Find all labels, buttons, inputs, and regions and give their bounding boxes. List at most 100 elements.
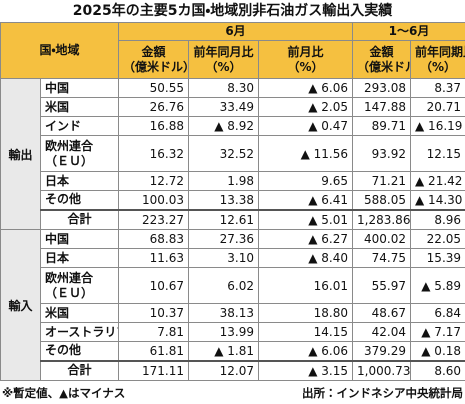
value: 293.08 (364, 81, 406, 95)
region-name: 日本 (45, 251, 69, 265)
value-cell: 293.08 (353, 79, 411, 98)
value-cell: ▲ 2.05 (259, 98, 353, 117)
value: 26.76 (150, 100, 184, 114)
value-cell: ▲ 1.81 (189, 342, 259, 361)
region-cell: 合計 (41, 361, 119, 381)
region-cell: 合計 (41, 210, 119, 230)
value: ▲ 6.41 (308, 193, 348, 207)
column-header: 前年同期比 (415, 45, 465, 59)
value: 3.10 (227, 251, 254, 265)
header-cell: 6月 (119, 23, 353, 41)
value: 9.65 (321, 174, 348, 188)
value-cell: ▲ 16.19 (411, 117, 465, 136)
value-cell: 147.88 (353, 98, 411, 117)
header-cell: 金額（億米ドル） (119, 41, 189, 79)
value-cell: 12.61 (189, 210, 259, 230)
value: 12.72 (150, 174, 184, 188)
value: ▲ 6.06 (308, 81, 348, 95)
total-label: 合計 (67, 363, 91, 377)
value: 13.38 (220, 193, 254, 207)
value-cell: 13.99 (189, 323, 259, 342)
value-cell: 8.96 (411, 210, 465, 230)
value-cell: 16.88 (119, 117, 189, 136)
value: 100.03 (142, 193, 184, 207)
header-label: 6月 (225, 24, 245, 38)
data-table: 国・地域6月1〜6月金額（億米ドル）前年同月比（%）前月比（%）金額（億米ドル）… (0, 22, 465, 381)
value-cell: 400.02 (353, 230, 411, 249)
region-cell: 中国 (41, 230, 119, 249)
value-cell: 48.67 (353, 304, 411, 323)
header-cell: 前年同月比（%） (189, 41, 259, 79)
value: 55.97 (372, 279, 406, 293)
total-value: 8.60 (434, 364, 461, 378)
region-cell: 日本 (41, 249, 119, 268)
column-header: （億米ドル） (357, 60, 411, 74)
value: ▲ 11.56 (301, 147, 348, 161)
value: ▲ 2.05 (308, 100, 348, 114)
value-cell: 171.11 (119, 361, 189, 381)
region-name: 米国 (45, 100, 69, 114)
value: 1.98 (227, 174, 254, 188)
value-cell: 18.80 (259, 304, 353, 323)
region-name: 欧州連合 (45, 139, 93, 153)
value-cell: 1,283.86 (353, 210, 411, 230)
value: 74.75 (372, 251, 406, 265)
value-cell: 12.15 (411, 136, 465, 172)
column-header: （億米ドル） (123, 60, 189, 74)
value-cell: 12.07 (189, 361, 259, 381)
value-cell: 10.67 (119, 268, 189, 304)
value-cell: 12.72 (119, 172, 189, 191)
value: ▲ 8.40 (308, 251, 348, 265)
value-cell: 15.39 (411, 249, 465, 268)
value-cell: 16.32 (119, 136, 189, 172)
region-name: （ＥＵ） (45, 154, 93, 168)
value-cell: 14.15 (259, 323, 353, 342)
region-cell: 欧州連合（ＥＵ） (41, 268, 119, 304)
region-name: 欧州連合 (45, 271, 93, 285)
total-value: 12.07 (220, 364, 254, 378)
value-cell: 11.63 (119, 249, 189, 268)
value-cell: ▲ 5.01 (259, 210, 353, 230)
value-cell: 61.81 (119, 342, 189, 361)
value: 71.21 (372, 174, 406, 188)
value: 33.49 (220, 100, 254, 114)
region-name: その他 (45, 343, 81, 357)
value-cell: 3.10 (189, 249, 259, 268)
region-cell: 米国 (41, 304, 119, 323)
value: 16.88 (150, 119, 184, 133)
value: 16.01 (314, 279, 348, 293)
column-header: 金額 (141, 45, 165, 59)
column-header: （%） (420, 60, 456, 74)
group-label: 輸入 (8, 299, 32, 313)
value-cell: 93.92 (353, 136, 411, 172)
value: 27.36 (220, 232, 254, 246)
value-cell: 26.76 (119, 98, 189, 117)
region-name: 中国 (45, 81, 69, 95)
total-value: 171.11 (142, 364, 184, 378)
value: 61.81 (150, 344, 184, 358)
value-cell: 1,000.73 (353, 361, 411, 381)
value: 50.55 (150, 81, 184, 95)
value: 68.83 (150, 232, 184, 246)
data-row: 米国 26.76 33.49 ▲ 2.05 147.88 20.71 (1, 98, 465, 117)
column-header: 前年同月比 (193, 45, 253, 59)
title: 2025年の主要5カ国・地域別非石油ガス輸出入実績 (0, 0, 465, 22)
value: 16.32 (150, 147, 184, 161)
header-cell: 金額（億米ドル） (353, 41, 411, 79)
region-name: 米国 (45, 306, 69, 320)
value: 147.88 (364, 100, 406, 114)
region-cell: インド (41, 117, 119, 136)
value: 20.71 (427, 100, 461, 114)
value: 8.37 (434, 81, 461, 95)
region-cell: その他 (41, 342, 119, 361)
value: 11.63 (150, 251, 184, 265)
value: 10.67 (150, 279, 184, 293)
value-cell: ▲ 0.18 (411, 342, 465, 361)
region-name: 中国 (45, 232, 69, 246)
region-cell: 中国 (41, 79, 119, 98)
value: ▲ 5.89 (421, 279, 461, 293)
